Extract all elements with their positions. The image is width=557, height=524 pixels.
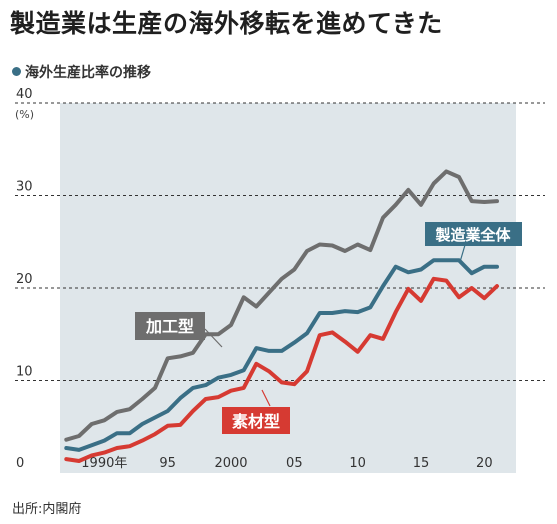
x-tick-label-2020: 20 — [476, 456, 493, 471]
x-tick-label-1995: 95 — [159, 456, 176, 471]
y-tick-label-40: 40 — [16, 87, 33, 102]
x-tick-label-1990: 1990年 — [81, 456, 127, 471]
chart-title: 製造業は生産の海外移転を進めてきた — [10, 9, 443, 38]
y-tick-label-0: 0 — [16, 456, 24, 471]
x-tick-label-2000: 2000 — [214, 456, 247, 471]
y-axis: (%) 0 10 20 30 40 — [15, 87, 34, 471]
chart-subtitle-text: 海外生産比率の推移 — [25, 65, 151, 81]
y-axis-unit: (%) — [15, 108, 34, 121]
label-materials: 素材型 — [222, 389, 290, 434]
label-total-text: 製造業全体 — [434, 226, 511, 244]
series-lines — [64, 169, 499, 463]
series-line-0 — [64, 169, 499, 442]
label-processing-box — [135, 312, 205, 340]
chart-subtitle: 海外生産比率の推移 — [12, 62, 151, 82]
y-tick-label-30: 30 — [16, 180, 33, 195]
label-total-box — [425, 222, 522, 246]
label-processing-leader — [204, 328, 223, 348]
source-note: 出所:内閣府 — [12, 502, 82, 517]
label-materials-text: 素材型 — [232, 412, 280, 431]
label-processing: 加工型 — [135, 312, 223, 348]
y-tick-label-10: 10 — [16, 365, 33, 380]
x-axis: 1990年 95 2000 05 10 15 20 — [81, 456, 492, 471]
label-total-leader — [459, 244, 466, 263]
label-total: 製造業全体 — [425, 222, 522, 263]
y-tick-label-20: 20 — [16, 272, 33, 287]
x-tick-label-2005: 05 — [286, 456, 303, 471]
series-line-2 — [64, 276, 499, 463]
series-line-1 — [64, 258, 499, 452]
label-materials-leader — [261, 389, 271, 407]
label-materials-box — [222, 407, 290, 434]
label-processing-text: 加工型 — [145, 317, 194, 336]
bullet-icon — [12, 67, 21, 76]
x-tick-label-2015: 15 — [413, 456, 430, 471]
x-tick-label-2010: 10 — [349, 456, 366, 471]
